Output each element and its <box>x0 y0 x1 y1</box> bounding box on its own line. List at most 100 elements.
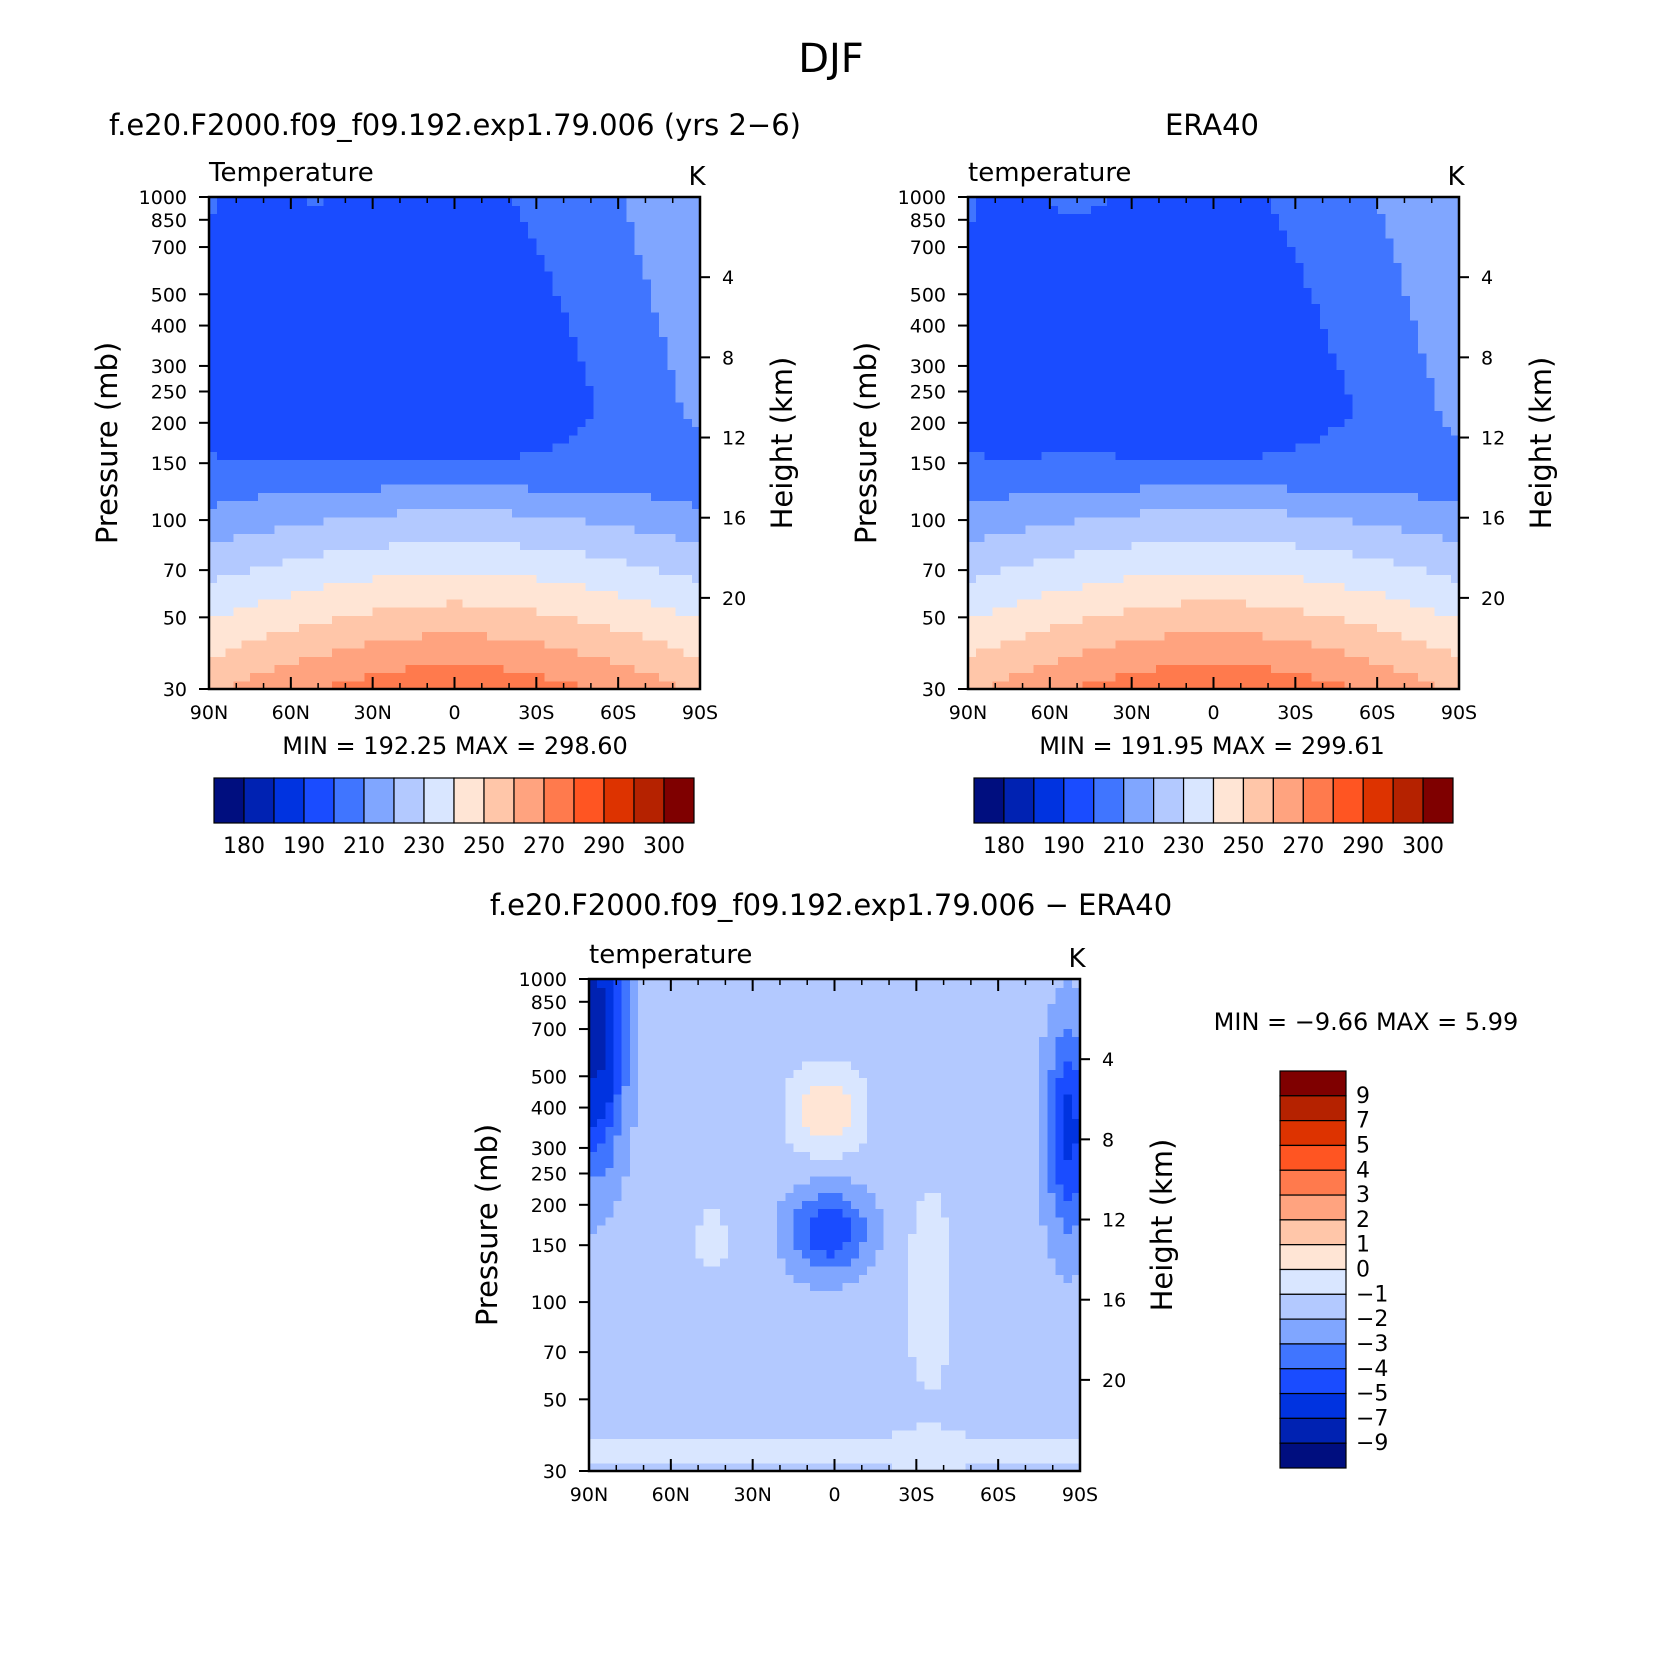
field-cell <box>544 426 554 436</box>
field-cell <box>511 590 521 600</box>
field-cell <box>331 508 341 518</box>
field-cell <box>528 361 537 370</box>
field-cell <box>528 582 537 592</box>
field-cell <box>454 336 464 346</box>
field-cell <box>683 623 693 633</box>
field-cell <box>331 500 341 510</box>
field-cell <box>1058 385 1067 395</box>
field-cell <box>968 664 977 674</box>
field-cell <box>282 393 292 403</box>
field-cell <box>1107 664 1116 674</box>
field-cell <box>560 582 570 592</box>
field-cell <box>1123 270 1133 280</box>
field-cell <box>323 344 333 354</box>
field-cell <box>1066 393 1075 403</box>
field-cell <box>560 270 570 280</box>
field-cell <box>470 443 480 452</box>
field-cell <box>421 262 431 272</box>
field-cell <box>372 221 382 231</box>
field-cell <box>1049 680 1059 690</box>
field-cell <box>217 451 226 460</box>
field-cell <box>290 385 300 395</box>
field-cell <box>634 607 644 616</box>
field-cell <box>601 451 611 460</box>
field-cell <box>593 311 603 321</box>
field-cell <box>1090 549 1100 559</box>
field-cell <box>968 352 977 362</box>
field-cell <box>675 566 685 575</box>
field-cell <box>258 262 267 272</box>
field-cell <box>1017 492 1026 501</box>
field-cell <box>503 582 513 592</box>
field-cell <box>675 254 685 264</box>
field-cell <box>266 377 276 387</box>
field-cell <box>323 369 333 378</box>
field-cell <box>1131 467 1141 477</box>
field-cell <box>1131 393 1141 403</box>
field-cell <box>479 377 488 387</box>
field-cell <box>299 492 308 501</box>
field-cell <box>389 549 398 559</box>
field-cell <box>372 311 382 321</box>
field-cell <box>487 336 497 346</box>
field-cell <box>266 393 276 403</box>
field-cell <box>438 344 447 354</box>
field-cell <box>992 229 1002 239</box>
field-cell <box>372 369 382 378</box>
field-cell <box>405 672 415 682</box>
field-cell <box>274 467 284 477</box>
field-cell <box>511 377 521 387</box>
field-cell <box>569 287 578 296</box>
field-cell <box>487 303 497 313</box>
field-cell <box>609 574 619 583</box>
field-cell <box>323 508 333 518</box>
field-cell <box>1066 254 1075 264</box>
field-cell <box>389 344 398 354</box>
field-cell <box>258 492 267 501</box>
field-cell <box>552 221 562 231</box>
field-cell <box>984 672 994 682</box>
field-cell <box>405 229 415 239</box>
field-cell <box>601 197 611 206</box>
field-cell <box>992 213 1002 223</box>
field-cell <box>1123 557 1133 567</box>
field-cell <box>1017 254 1026 264</box>
field-cell <box>487 639 497 649</box>
field-cell <box>1074 377 1084 387</box>
field-cell <box>1131 484 1141 493</box>
field-cell <box>503 639 513 649</box>
field-cell <box>282 270 292 280</box>
field-cell <box>487 656 497 665</box>
field-cell <box>1090 607 1100 616</box>
field-cell <box>315 648 325 657</box>
field-cell <box>519 467 529 477</box>
field-cell <box>454 525 464 534</box>
field-cell <box>634 639 644 649</box>
field-cell <box>1049 443 1059 452</box>
field-cell <box>569 549 578 559</box>
field-cell <box>233 352 243 362</box>
field-cell <box>1025 311 1035 321</box>
field-cell <box>618 262 627 272</box>
field-cell <box>618 443 627 452</box>
field-cell <box>364 229 374 239</box>
field-cell <box>1082 459 1092 469</box>
field-cell <box>495 656 505 665</box>
field-cell <box>1041 492 1051 501</box>
field-cell <box>552 582 562 592</box>
x-tick-label: 90S <box>682 702 718 724</box>
field-cell <box>1107 393 1116 403</box>
field-cell <box>1082 672 1092 682</box>
field-cell <box>397 451 406 460</box>
field-cell <box>984 549 994 559</box>
field-cell <box>618 541 627 551</box>
field-cell <box>569 443 578 452</box>
field-cell <box>683 213 693 223</box>
field-cell <box>642 238 652 247</box>
field-cell <box>968 385 977 395</box>
field-cell <box>626 311 636 321</box>
field-cell <box>1066 434 1075 444</box>
field-cell <box>495 631 505 641</box>
field-cell <box>282 434 292 444</box>
field-cell <box>511 279 521 288</box>
